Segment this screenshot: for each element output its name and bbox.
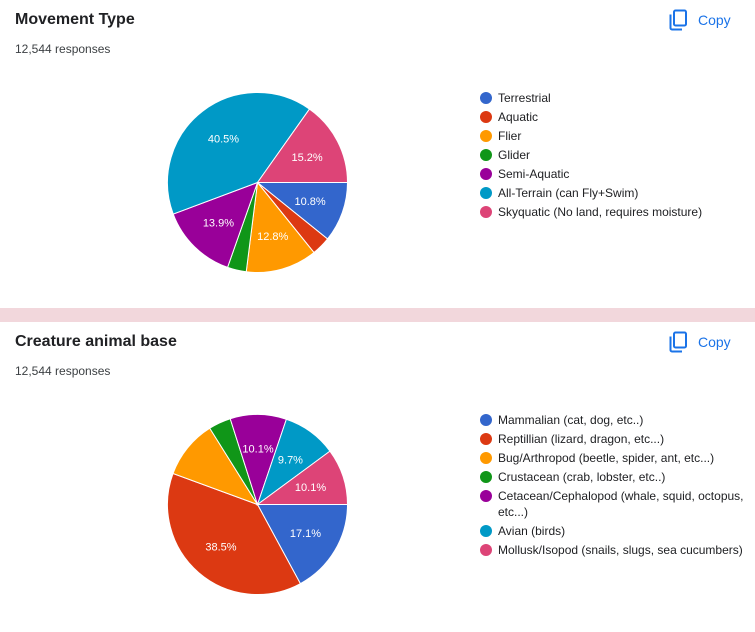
legend-item-avian-birds[interactable]: Avian (birds): [480, 523, 750, 539]
slice-label-all-terrain-can-fly-swim: 40.5%: [208, 133, 239, 145]
slice-label-terrestrial: 10.8%: [295, 196, 326, 208]
response-count: 12,544 responses: [15, 42, 111, 56]
copy-icon: [669, 9, 687, 31]
legend-label: Crustacean (crab, lobster, etc..): [498, 470, 666, 484]
copy-label: Copy: [698, 12, 731, 28]
legend-item-crustacean-crab-lobster-etc[interactable]: Crustacean (crab, lobster, etc..): [480, 469, 750, 485]
legend-swatch: [480, 433, 492, 445]
movement-type-pie: 10.8% 12.8% 13.9% 40.5% 15.2%: [167, 92, 349, 273]
legend-label: Skyquatic (No land, requires moisture): [498, 205, 703, 219]
legend-item-semi-aquatic[interactable]: Semi-Aquatic: [480, 166, 750, 182]
slice-label-mollusk-isopod-snails-slugs-sea-cucumbers: 10.1%: [295, 482, 326, 494]
pie-slice-flier[interactable]: [245, 181, 315, 273]
slice-label-flier: 12.8%: [257, 231, 288, 243]
legend-label: Aquatic: [498, 110, 539, 124]
legend-item-mammalian-cat-dog-etc[interactable]: Mammalian (cat, dog, etc..): [480, 412, 750, 428]
legend-swatch: [480, 130, 492, 142]
pie-slice-mollusk-isopod-snails-slugs-sea-cucumbers[interactable]: [255, 450, 349, 505]
legend-swatch: [480, 471, 492, 483]
legend-swatch: [480, 149, 492, 161]
chart-title: Creature animal base: [15, 333, 177, 350]
legend-item-glider[interactable]: Glider: [480, 147, 750, 163]
copy-icon: [669, 331, 687, 353]
legend-label: Semi-Aquatic: [498, 167, 570, 181]
legend-label: Avian (birds): [498, 524, 566, 538]
chart-title: Movement Type: [15, 11, 135, 28]
copy-label: Copy: [698, 334, 731, 350]
legend-swatch: [480, 92, 492, 104]
legend-item-terrestrial[interactable]: Terrestrial: [480, 90, 750, 106]
pie-slice-semi-aquatic[interactable]: [172, 181, 259, 269]
pie-slice-reptillian-lizard-dragon-etc[interactable]: [167, 472, 302, 595]
legend-swatch: [480, 414, 492, 426]
legend-label: Reptillian (lizard, dragon, etc...): [498, 432, 665, 446]
slice-label-semi-aquatic: 13.9%: [203, 217, 234, 229]
legend-item-cetacean-cephalopod-whale-squid-octopus-etc[interactable]: Cetacean/Cephalopod (whale, squid, octop…: [480, 488, 750, 520]
slice-label-mammalian-cat-dog-etc: 17.1%: [290, 528, 321, 540]
creature-animal-base-legend: Mammalian (cat, dog, etc..) Reptillian (l…: [480, 412, 750, 561]
legend-item-skyquatic-no-land-requires-moisture[interactable]: Skyquatic (No land, requires moisture): [480, 204, 750, 220]
legend-item-aquatic[interactable]: Aquatic: [480, 109, 750, 125]
slice-label-avian-birds: 9.7%: [278, 454, 303, 466]
pie-slice-mammalian-cat-dog-etc[interactable]: [256, 504, 349, 585]
legend-swatch: [480, 490, 492, 502]
pie-slice-skyquatic-no-land-requires-moisture[interactable]: [256, 108, 349, 183]
legend-item-flier[interactable]: Flier: [480, 128, 750, 144]
movement-type-card: Movement Type 12,544 responses Copy 10.8…: [0, 0, 755, 308]
copy-button[interactable]: Copy: [668, 330, 731, 354]
legend-item-reptillian-lizard-dragon-etc[interactable]: Reptillian (lizard, dragon, etc...): [480, 431, 750, 447]
legend-swatch: [480, 544, 492, 556]
legend-label: Mammalian (cat, dog, etc..): [498, 413, 644, 427]
legend-swatch: [480, 206, 492, 218]
section-divider: [0, 308, 755, 322]
legend-label: Mollusk/Isopod (snails, slugs, sea cucum…: [498, 543, 743, 557]
legend-label: All-Terrain (can Fly+Swim): [498, 186, 639, 200]
legend-swatch: [480, 168, 492, 180]
legend-item-all-terrain-can-fly-swim[interactable]: All-Terrain (can Fly+Swim): [480, 185, 750, 201]
slice-label-reptillian-lizard-dragon-etc: 38.5%: [205, 542, 236, 554]
creature-animal-base-pie: 17.1% 38.5% 10.1% 9.7% 10.1%: [167, 414, 349, 595]
legend-label: Flier: [498, 129, 522, 143]
legend-item-bug-arthropod-beetle-spider-ant-etc[interactable]: Bug/Arthropod (beetle, spider, ant, etc.…: [480, 450, 750, 466]
movement-type-legend: Terrestrial Aquatic Flier Glider Semi-Aquati…: [480, 90, 750, 223]
legend-label: Cetacean/Cephalopod (whale, squid, octop…: [498, 489, 744, 519]
legend-label: Glider: [498, 148, 531, 162]
pie-slice-all-terrain-can-fly-swim[interactable]: [167, 92, 311, 215]
creature-animal-base-card: Creature animal base 12,544 responses Co…: [0, 322, 755, 632]
legend-label: Terrestrial: [498, 91, 551, 105]
slice-label-cetacean-cephalopod-whale-squid-octopus-etc: 10.1%: [242, 444, 273, 456]
response-count: 12,544 responses: [15, 364, 111, 378]
legend-swatch: [480, 452, 492, 464]
legend-swatch: [480, 525, 492, 537]
legend-item-mollusk-isopod-snails-slugs-sea-cucumbers[interactable]: Mollusk/Isopod (snails, slugs, sea cucum…: [480, 542, 750, 558]
slice-label-skyquatic-no-land-requires-moisture: 15.2%: [291, 152, 322, 164]
legend-label: Bug/Arthropod (beetle, spider, ant, etc.…: [498, 451, 715, 465]
copy-button[interactable]: Copy: [668, 8, 731, 32]
legend-swatch: [480, 111, 492, 123]
legend-swatch: [480, 187, 492, 199]
